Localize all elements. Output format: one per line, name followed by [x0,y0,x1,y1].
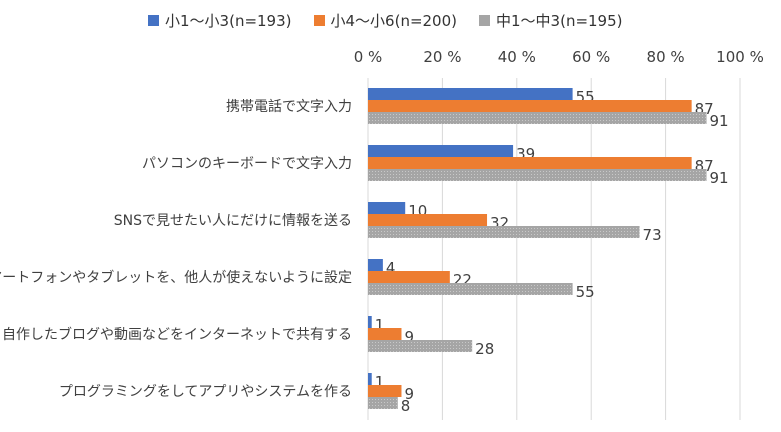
bar-series-1-cat-4 [368,316,372,328]
data-label-series-1-cat-4: 1 [375,316,385,334]
data-label-series-3-cat-4: 28 [475,340,494,358]
category-label-1: パソコンのキーボードで文字入力 [142,156,352,172]
category-label-3: スマートフォンやタブレットを、他人が使えないように設定 [0,269,352,286]
x-tick-label-5: 100 % [716,48,764,66]
data-label-series-3-cat-3: 55 [576,283,595,301]
bar-series-3-cat-0 [368,112,707,124]
x-tick-label-3: 60 % [572,48,610,66]
bar-series-2-cat-5 [368,385,402,397]
category-label-2: SNSで見せたい人にだけに情報を送る [114,213,352,229]
category-label-4: 自作したブログや動画などをインターネットで共有する [2,326,352,343]
bar-series-3-cat-5 [368,397,398,409]
bar-series-3-cat-2 [368,226,640,238]
x-tick-label-2: 40 % [498,48,536,66]
bar-series-1-cat-3 [368,259,383,271]
data-label-series-2-cat-5: 9 [404,385,414,403]
category-label-0: 携帯電話で文字入力 [226,98,352,115]
data-label-series-3-cat-5: 8 [401,397,411,415]
x-tick-label-4: 80 % [647,48,685,66]
bar-series-3-cat-3 [368,283,573,295]
bar-series-1-cat-0 [368,88,573,100]
legend-label-series-1: 小1～小3(n=193) [165,12,292,30]
bar-series-2-cat-0 [368,100,692,112]
legend-swatch-series-2 [313,15,325,26]
bar-series-2-cat-1 [368,157,692,169]
category-label-5: プログラミングをしてアプリやシステムを作る [59,384,352,400]
legend-label-series-2: 小4～小6(n=200) [330,12,458,30]
x-tick-label-0: 0 % [354,48,383,66]
data-label-series-1-cat-3: 4 [386,259,396,277]
legend-label-series-3: 中1～中3(n=195) [496,12,623,30]
legend-item-series-1: 小1～小3(n=193) [148,10,292,31]
bar-series-1-cat-1 [368,145,514,157]
legend-item-series-2: 小4～小6(n=200) [313,10,458,31]
chart-legend: 小1～小3(n=193) 小4～小6(n=200) 中1～中3(n=195) [148,10,623,31]
bar-series-2-cat-4 [368,328,402,340]
bar-series-2-cat-2 [368,214,488,226]
bar-series-2-cat-3 [368,271,450,283]
data-label-series-3-cat-1: 91 [710,169,729,187]
data-label-series-2-cat-4: 9 [404,328,414,346]
bar-series-1-cat-5 [368,373,372,385]
legend-swatch-series-3 [479,15,490,26]
legend-swatch-series-1 [148,15,159,26]
data-label-series-1-cat-5: 1 [375,373,385,391]
legend-item-series-3: 中1～中3(n=195) [479,10,623,31]
bar-series-1-cat-2 [368,202,406,214]
bar-series-3-cat-1 [368,169,707,181]
data-label-series-3-cat-0: 91 [710,112,729,130]
data-label-series-3-cat-2: 73 [643,226,662,244]
x-tick-label-1: 20 % [423,48,461,66]
bar-series-3-cat-4 [368,340,473,352]
